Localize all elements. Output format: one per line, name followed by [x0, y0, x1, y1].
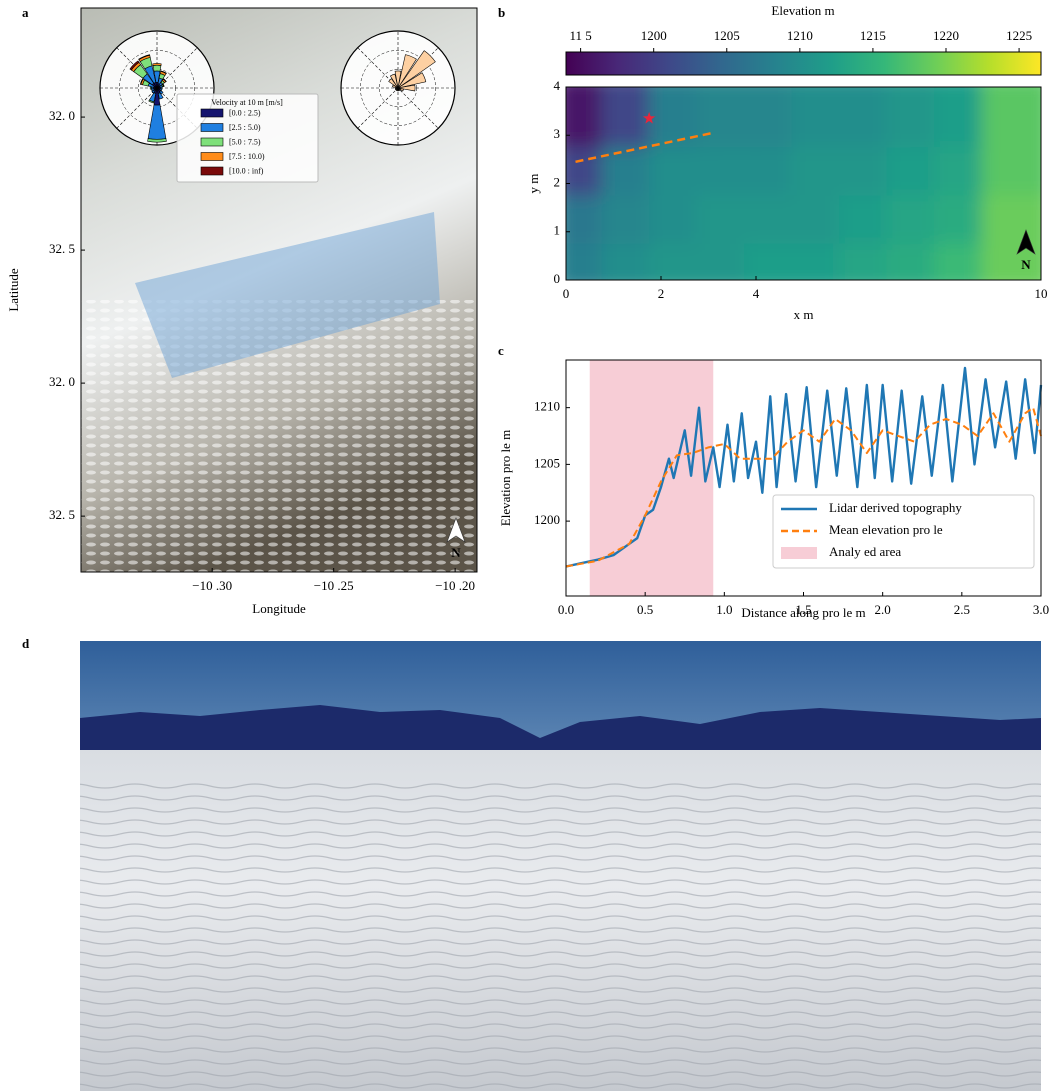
- x-tick-label: 2: [658, 286, 665, 301]
- x-tick-label: 0.5: [637, 602, 653, 617]
- rose-wedge: [153, 63, 162, 65]
- y-tick-label: 32. 0: [49, 374, 75, 389]
- colorbar-tick-label: 11 5: [569, 28, 591, 43]
- colorbar-title: Elevation m: [771, 3, 834, 18]
- north-label: N: [1021, 257, 1031, 272]
- legend-swatch: [201, 109, 223, 117]
- colorbar: [566, 52, 1041, 75]
- x-tick-label: 3.0: [1033, 602, 1049, 617]
- colorbar-tick-label: 1200: [641, 28, 667, 43]
- legend-label: [10.0 : inf): [229, 166, 264, 175]
- legend-label: [2.5 : 5.0): [229, 123, 261, 132]
- y-tick-label: 32. 5: [49, 507, 75, 522]
- photo-ripples: [80, 780, 1041, 1091]
- y-axis-label: Elevation pro le m: [498, 430, 513, 526]
- rose-wedge: [153, 65, 161, 71]
- x-tick-label: 4: [753, 286, 760, 301]
- x-axis-label: x m: [794, 307, 814, 322]
- y-axis-label: Latitude: [6, 268, 21, 312]
- legend-swatch: [201, 167, 223, 175]
- rose-wedge: [148, 139, 167, 143]
- legend-swatch: [201, 153, 223, 161]
- colorbar-tick-label: 1205: [714, 28, 740, 43]
- legend-label: [5.0 : 7.5): [229, 137, 261, 146]
- legend-swatch: [781, 547, 817, 559]
- legend-label: [0.0 : 2.5): [229, 108, 261, 117]
- figure: −10 .30 −10 .25 −10 .20 32. 0 32. 5 32. 0 32. …: [0, 0, 1055, 1091]
- legend-swatch: [201, 138, 223, 146]
- x-tick-label: −10 .25: [314, 578, 354, 593]
- y-axis-label: y m: [526, 174, 541, 194]
- legend-title: Velocity at 10 m [m/s]: [211, 98, 283, 107]
- y-tick-label: 32. 0: [49, 108, 75, 123]
- shaded-area: [590, 360, 714, 596]
- colorbar-tick-label: 1220: [933, 28, 959, 43]
- legend-swatch: [201, 124, 223, 132]
- x-tick-label: −10 .20: [435, 578, 475, 593]
- x-axis-label: Longitude: [252, 601, 306, 616]
- y-tick-label: 1210: [534, 399, 560, 414]
- page: {"chart_data": [ {"type": "windrose_map"…: [0, 0, 1055, 1091]
- heatmap: [554, 75, 1053, 292]
- x-tick-label: 10: [1035, 286, 1048, 301]
- rose-wedge: [150, 87, 151, 89]
- panel-label: a: [22, 5, 29, 20]
- colorbar-tick-label: 1225: [1006, 28, 1032, 43]
- north-label: N: [451, 545, 461, 560]
- colorbar-tick-label: 1215: [860, 28, 886, 43]
- x-tick-label: −10 .30: [192, 578, 232, 593]
- heatmap-cells: [554, 75, 1053, 292]
- y-tick-label: 3: [554, 126, 561, 141]
- y-tick-label: 1205: [534, 455, 560, 470]
- x-tick-label: 0.0: [558, 602, 574, 617]
- x-tick-label: 1.0: [716, 602, 732, 617]
- y-tick-label: 2: [554, 174, 561, 189]
- y-tick-label: 1: [554, 223, 561, 238]
- panel-label: b: [498, 5, 505, 20]
- y-tick-label: 0: [554, 271, 561, 286]
- y-tick-label: 4: [554, 78, 561, 93]
- legend-label: Mean elevation pro le: [829, 522, 943, 537]
- x-tick-label: 0: [563, 286, 570, 301]
- y-tick-label: 32. 5: [49, 241, 75, 256]
- y-tick-label: 1200: [534, 512, 560, 527]
- legend-label: [7.5 : 10.0): [229, 152, 265, 161]
- legend-label: Analy ed area: [829, 544, 901, 559]
- panel-label: d: [22, 636, 30, 651]
- colorbar-tick-label: 1210: [787, 28, 813, 43]
- x-tick-label: 2.5: [954, 602, 970, 617]
- legend-label: Lidar derived topography: [829, 500, 962, 515]
- panel-label: c: [498, 343, 504, 358]
- heat-cell: [982, 75, 1054, 147]
- x-tick-label: 2.0: [875, 602, 891, 617]
- x-axis-label: Distance along pro le m: [741, 605, 865, 620]
